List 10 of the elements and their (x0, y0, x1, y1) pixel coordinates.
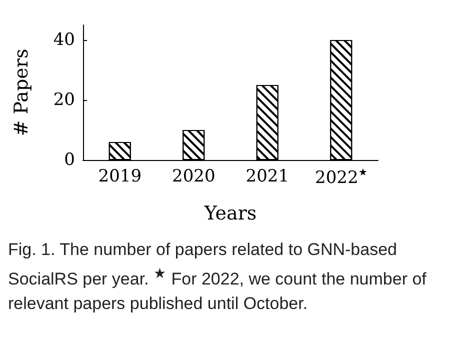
y-tick-label: 0 (64, 150, 75, 170)
x-tick-label: 2021 (246, 166, 290, 186)
x-tick-label: 2020 (172, 166, 216, 186)
x-tick-label: 2019 (98, 166, 142, 186)
caption: Fig. 1. The number of papers related to GNN-based SocialRS per year. $^{★}$ For 2022, we count the number of relevant papers published until October. (8, 239, 428, 315)
y-axis-title: # Papers (10, 48, 32, 136)
x-axis-title: Years (203, 202, 257, 224)
y-tick-label: 20 (53, 90, 75, 110)
y-tick-label: 40 (53, 30, 75, 50)
x-tick-label: 2022★ (314, 168, 368, 188)
